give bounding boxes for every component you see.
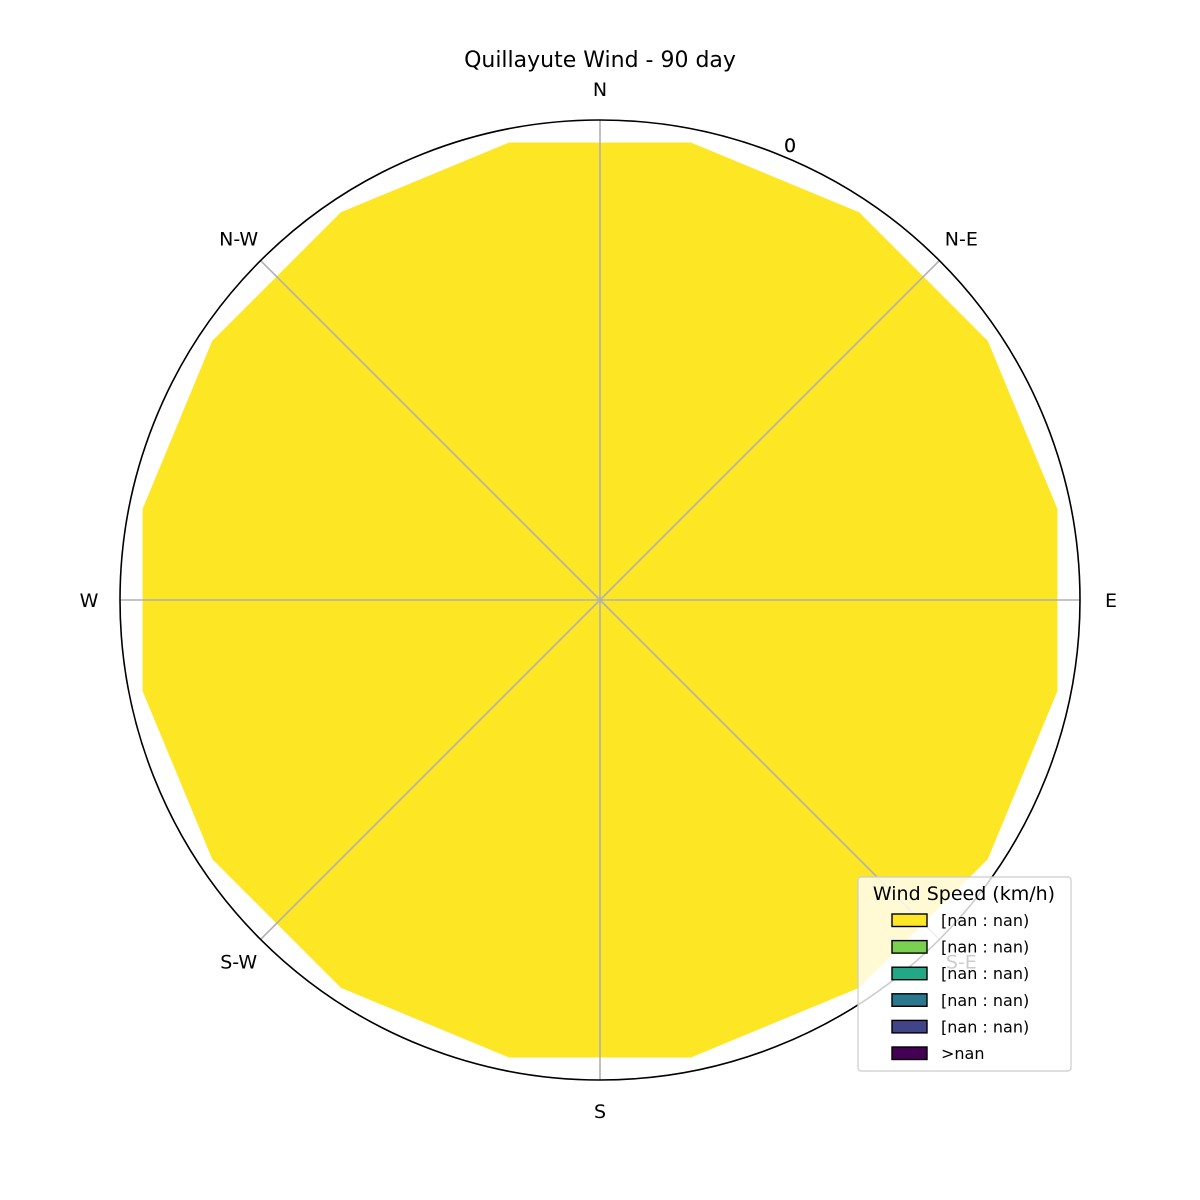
- legend-label: [nan : nan): [941, 911, 1029, 930]
- direction-label: N-W: [219, 229, 258, 251]
- legend-swatch: [891, 913, 928, 928]
- legend-title: Wind Speed (km/h): [873, 883, 1055, 905]
- legend-entries: [nan : nan) [nan : nan) [nan : nan) [nan : …: [891, 911, 1029, 1063]
- legend-swatch: [891, 993, 928, 1007]
- direction-label: S-W: [220, 951, 257, 973]
- chart-title: Quillayute Wind - 90 day: [464, 48, 736, 73]
- grid-line: [599, 260, 940, 601]
- legend-label: [nan : nan): [941, 991, 1029, 1010]
- direction-label: N: [593, 79, 607, 101]
- legend-swatch: [891, 1019, 928, 1034]
- legend-label: [nan : nan): [941, 964, 1029, 983]
- legend-swatch: [891, 939, 928, 954]
- legend: Wind Speed (km/h) [nan : nan)[nan : nan)…: [857, 876, 1072, 1072]
- grid-line: [260, 260, 601, 601]
- radial-tick-label: 0: [784, 135, 796, 157]
- grid-group: [120, 120, 1080, 1080]
- direction-label: N-E: [945, 229, 978, 251]
- direction-label: W: [80, 590, 99, 612]
- legend-label: [nan : nan): [941, 1017, 1029, 1036]
- radial-tick-label: 0: [784, 135, 796, 157]
- legend-label: [nan : nan): [941, 938, 1029, 957]
- polar-frame: [119, 119, 1081, 1081]
- direction-label: E: [1105, 590, 1117, 612]
- legend-swatch: [891, 1046, 928, 1061]
- sector-wedge: [340, 142, 601, 601]
- grid-line: [260, 599, 601, 940]
- legend-label: >nan: [941, 1044, 985, 1063]
- legend-swatch: [891, 966, 928, 981]
- direction-label: S: [594, 1101, 606, 1123]
